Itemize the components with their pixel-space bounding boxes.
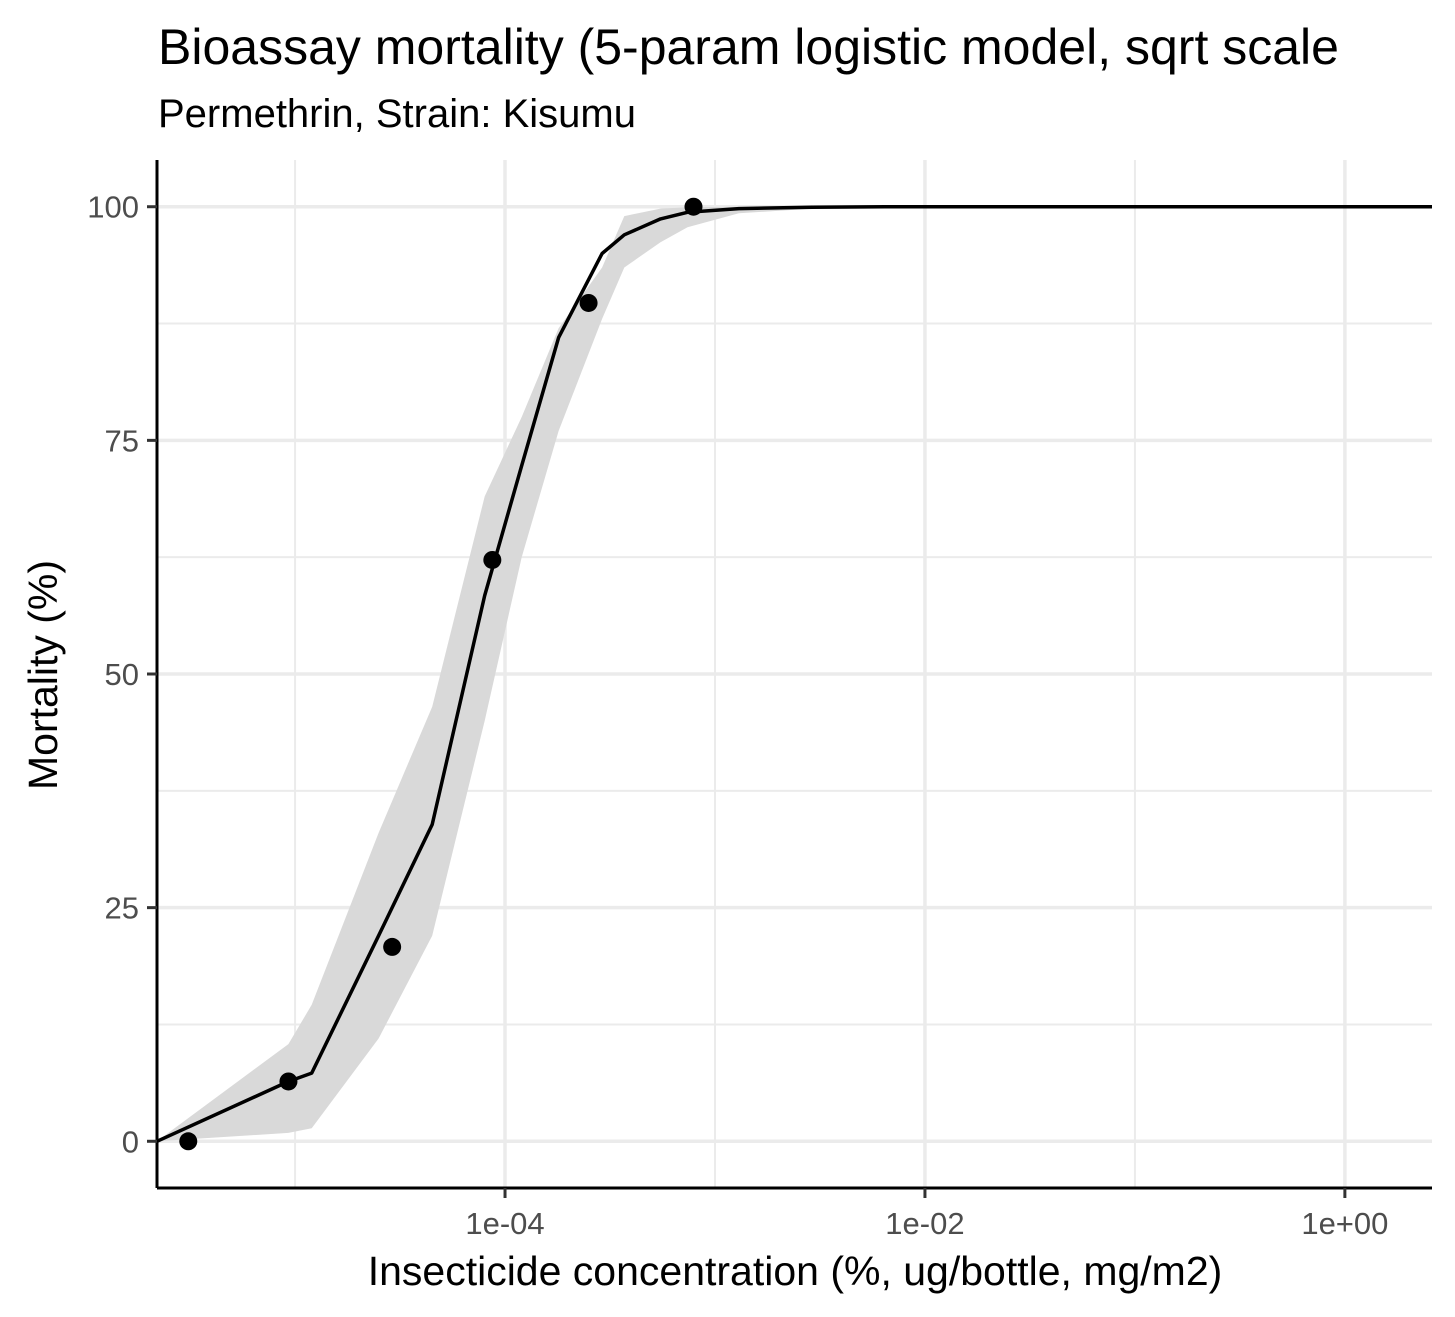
data-point bbox=[684, 197, 703, 216]
data-point bbox=[579, 293, 598, 312]
y-tick-label: 0 bbox=[122, 1124, 139, 1159]
y-axis-title: Mortality (%) bbox=[20, 560, 66, 790]
x-tick-label: 1e-02 bbox=[885, 1206, 964, 1241]
y-tick-label: 100 bbox=[87, 190, 139, 225]
y-tick-label: 75 bbox=[105, 423, 139, 458]
data-point bbox=[279, 1072, 298, 1091]
x-tick-label: 1e+00 bbox=[1301, 1206, 1388, 1241]
x-axis-title: Insecticide concentration (%, ug/bottle,… bbox=[368, 1248, 1223, 1294]
y-tick-label: 50 bbox=[105, 657, 139, 692]
major-gridlines bbox=[157, 160, 1432, 1188]
chart-subtitle: Permethrin, Strain: Kisumu bbox=[158, 92, 636, 136]
fit-line bbox=[156, 204, 1432, 1143]
x-tick-label: 1e-04 bbox=[465, 1206, 544, 1241]
ticks-layer: 1e-04 1e-02 1e+00 0 25 50 75 100 bbox=[87, 190, 1388, 1241]
chart-title: Bioassay mortality (5-param logistic mod… bbox=[158, 19, 1339, 75]
data-point bbox=[179, 1132, 198, 1151]
observed-points-layer bbox=[179, 197, 703, 1151]
data-point bbox=[383, 937, 402, 956]
fit-line-layer bbox=[156, 204, 1432, 1143]
data-point bbox=[483, 550, 502, 569]
y-tick-label: 25 bbox=[105, 891, 139, 926]
